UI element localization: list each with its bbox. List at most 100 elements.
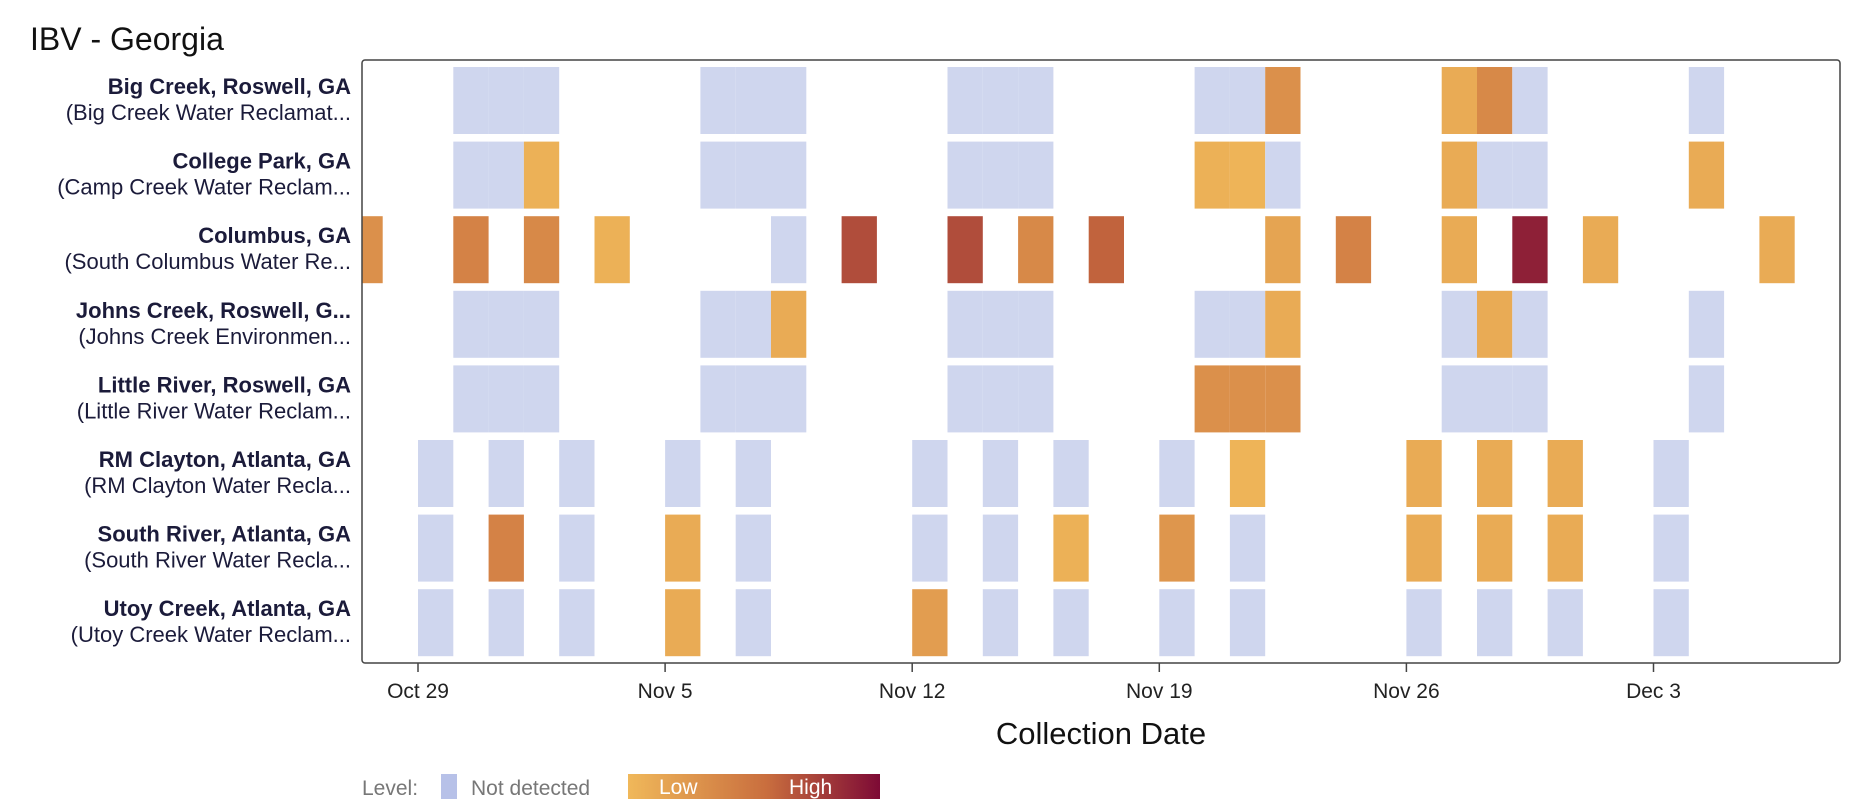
heatmap-cell (1018, 67, 1054, 134)
heatmap-cell (1477, 141, 1513, 209)
heatmap-cell (1512, 67, 1548, 134)
heatmap-cell (1441, 290, 1477, 358)
heatmap-cell (982, 514, 1019, 582)
heatmap-cell (1018, 365, 1054, 433)
heatmap-cell (1088, 216, 1124, 284)
heatmap-cell (523, 290, 560, 358)
heatmap-cell (1688, 365, 1725, 433)
heatmap-cell (1194, 141, 1230, 209)
heatmap-cell (665, 514, 701, 582)
heatmap-cell (559, 514, 595, 582)
x-axis-title: Collection Date (996, 716, 1206, 751)
heatmap-cell (453, 141, 489, 209)
heatmap-cell (912, 589, 948, 657)
heatmap-cell (453, 290, 489, 358)
heatmap-cell (1441, 67, 1477, 134)
heatmap-cell (1582, 216, 1619, 284)
heatmap-cell (1406, 514, 1442, 582)
x-tick-label: Oct 29 (387, 680, 449, 703)
heatmap-cell (1477, 67, 1513, 134)
heatmap-cell (1441, 365, 1477, 433)
heatmap-cell (453, 216, 489, 284)
heatmap-cell (735, 290, 771, 358)
heatmap-cell (488, 440, 524, 507)
legend-not-detected-swatch (441, 774, 457, 799)
heatmap-cell (1265, 141, 1301, 209)
heatmap-cell (1547, 589, 1583, 657)
heatmap-cell (1512, 290, 1548, 358)
heatmap-cell (947, 290, 983, 358)
heatmap-cell (1477, 440, 1513, 507)
x-tick-label: Dec 3 (1626, 680, 1681, 703)
legend-level-gradient (628, 774, 880, 799)
heatmap-row: Utoy Creek, Atlanta, GA(Utoy Creek Water… (71, 589, 1689, 657)
heatmap-cell (771, 67, 807, 134)
heatmap-cell (982, 365, 1019, 433)
legend-high-label: High (789, 776, 832, 799)
heatmap-cell (1688, 290, 1725, 358)
heatmap-cell (523, 141, 560, 209)
heatmap-cell (1194, 67, 1230, 134)
heatmap-cell (700, 365, 736, 433)
heatmap-cell (523, 67, 560, 134)
heatmap-cell (912, 440, 948, 507)
row-facility-label: (Big Creek Water Reclamat... (66, 100, 351, 125)
heatmap-cell (418, 440, 454, 507)
heatmap-cell (1406, 589, 1442, 657)
row-label: Little River, Roswell, GA (98, 372, 351, 397)
heatmap-cell (1406, 440, 1442, 507)
heatmap-cell (488, 141, 524, 209)
heatmap-cell (1159, 514, 1195, 582)
heatmap-cell (700, 67, 736, 134)
heatmap-row: Columbus, GA(South Columbus Water Re... (64, 216, 1795, 284)
heatmap-cell (1441, 141, 1477, 209)
heatmap-cell (453, 365, 489, 433)
heatmap-cell (1229, 514, 1266, 582)
heatmap-cell (1053, 514, 1089, 582)
heatmap-cell (1229, 440, 1266, 507)
heatmap-cell (700, 141, 736, 209)
chart-title: IBV - Georgia (30, 21, 224, 57)
heatmap-cell (418, 514, 454, 582)
heatmap-cell (488, 589, 524, 657)
heatmap-cell (1335, 216, 1372, 284)
row-label: RM Clayton, Atlanta, GA (99, 447, 351, 472)
heatmap-cell (771, 216, 807, 284)
row-label: Utoy Creek, Atlanta, GA (104, 596, 351, 621)
heatmap-cell (1018, 290, 1054, 358)
row-facility-label: (Little River Water Reclam... (77, 398, 351, 423)
heatmap-row: Johns Creek, Roswell, G...(Johns Creek E… (76, 290, 1725, 358)
heatmap-cell (1194, 365, 1230, 433)
heatmap-cell (1265, 67, 1301, 134)
row-label: South River, Atlanta, GA (98, 522, 352, 547)
heatmap-cell (1477, 290, 1513, 358)
row-label: Johns Creek, Roswell, G... (76, 298, 351, 323)
heatmap-cell (1229, 67, 1266, 134)
heatmap-cell (1653, 440, 1689, 507)
row-label: College Park, GA (172, 149, 351, 174)
heatmap-cell (1159, 589, 1195, 657)
heatmap-cell (488, 514, 524, 582)
heatmap-cell (700, 290, 736, 358)
heatmap-cell (947, 365, 983, 433)
heatmap-cell (1441, 216, 1477, 284)
legend-low-label: Low (659, 776, 698, 799)
heatmap-row: RM Clayton, Atlanta, GA(RM Clayton Water… (84, 440, 1689, 507)
heatmap-rows: Big Creek, Roswell, GA(Big Creek Water R… (57, 67, 1795, 657)
heatmap-cell (947, 216, 983, 284)
x-axis: Oct 29 Nov 5 Nov 12 Nov 19 Nov 26 Dec 3 (387, 663, 1681, 703)
heatmap-cell (1018, 141, 1054, 209)
row-facility-label: (South River Water Recla... (84, 548, 351, 573)
heatmap-cell (771, 290, 807, 358)
heatmap-cell (523, 365, 560, 433)
heatmap-cell (1512, 216, 1548, 284)
heatmap-cell (1053, 440, 1089, 507)
heatmap-cell (947, 67, 983, 134)
heatmap-cell (1653, 589, 1689, 657)
heatmap-cell (1547, 514, 1583, 582)
heatmap-cell (1159, 440, 1195, 507)
heatmap-cell (982, 589, 1019, 657)
heatmap-cell (1229, 141, 1266, 209)
heatmap-cell (735, 589, 771, 657)
heatmap-cell (1477, 514, 1513, 582)
